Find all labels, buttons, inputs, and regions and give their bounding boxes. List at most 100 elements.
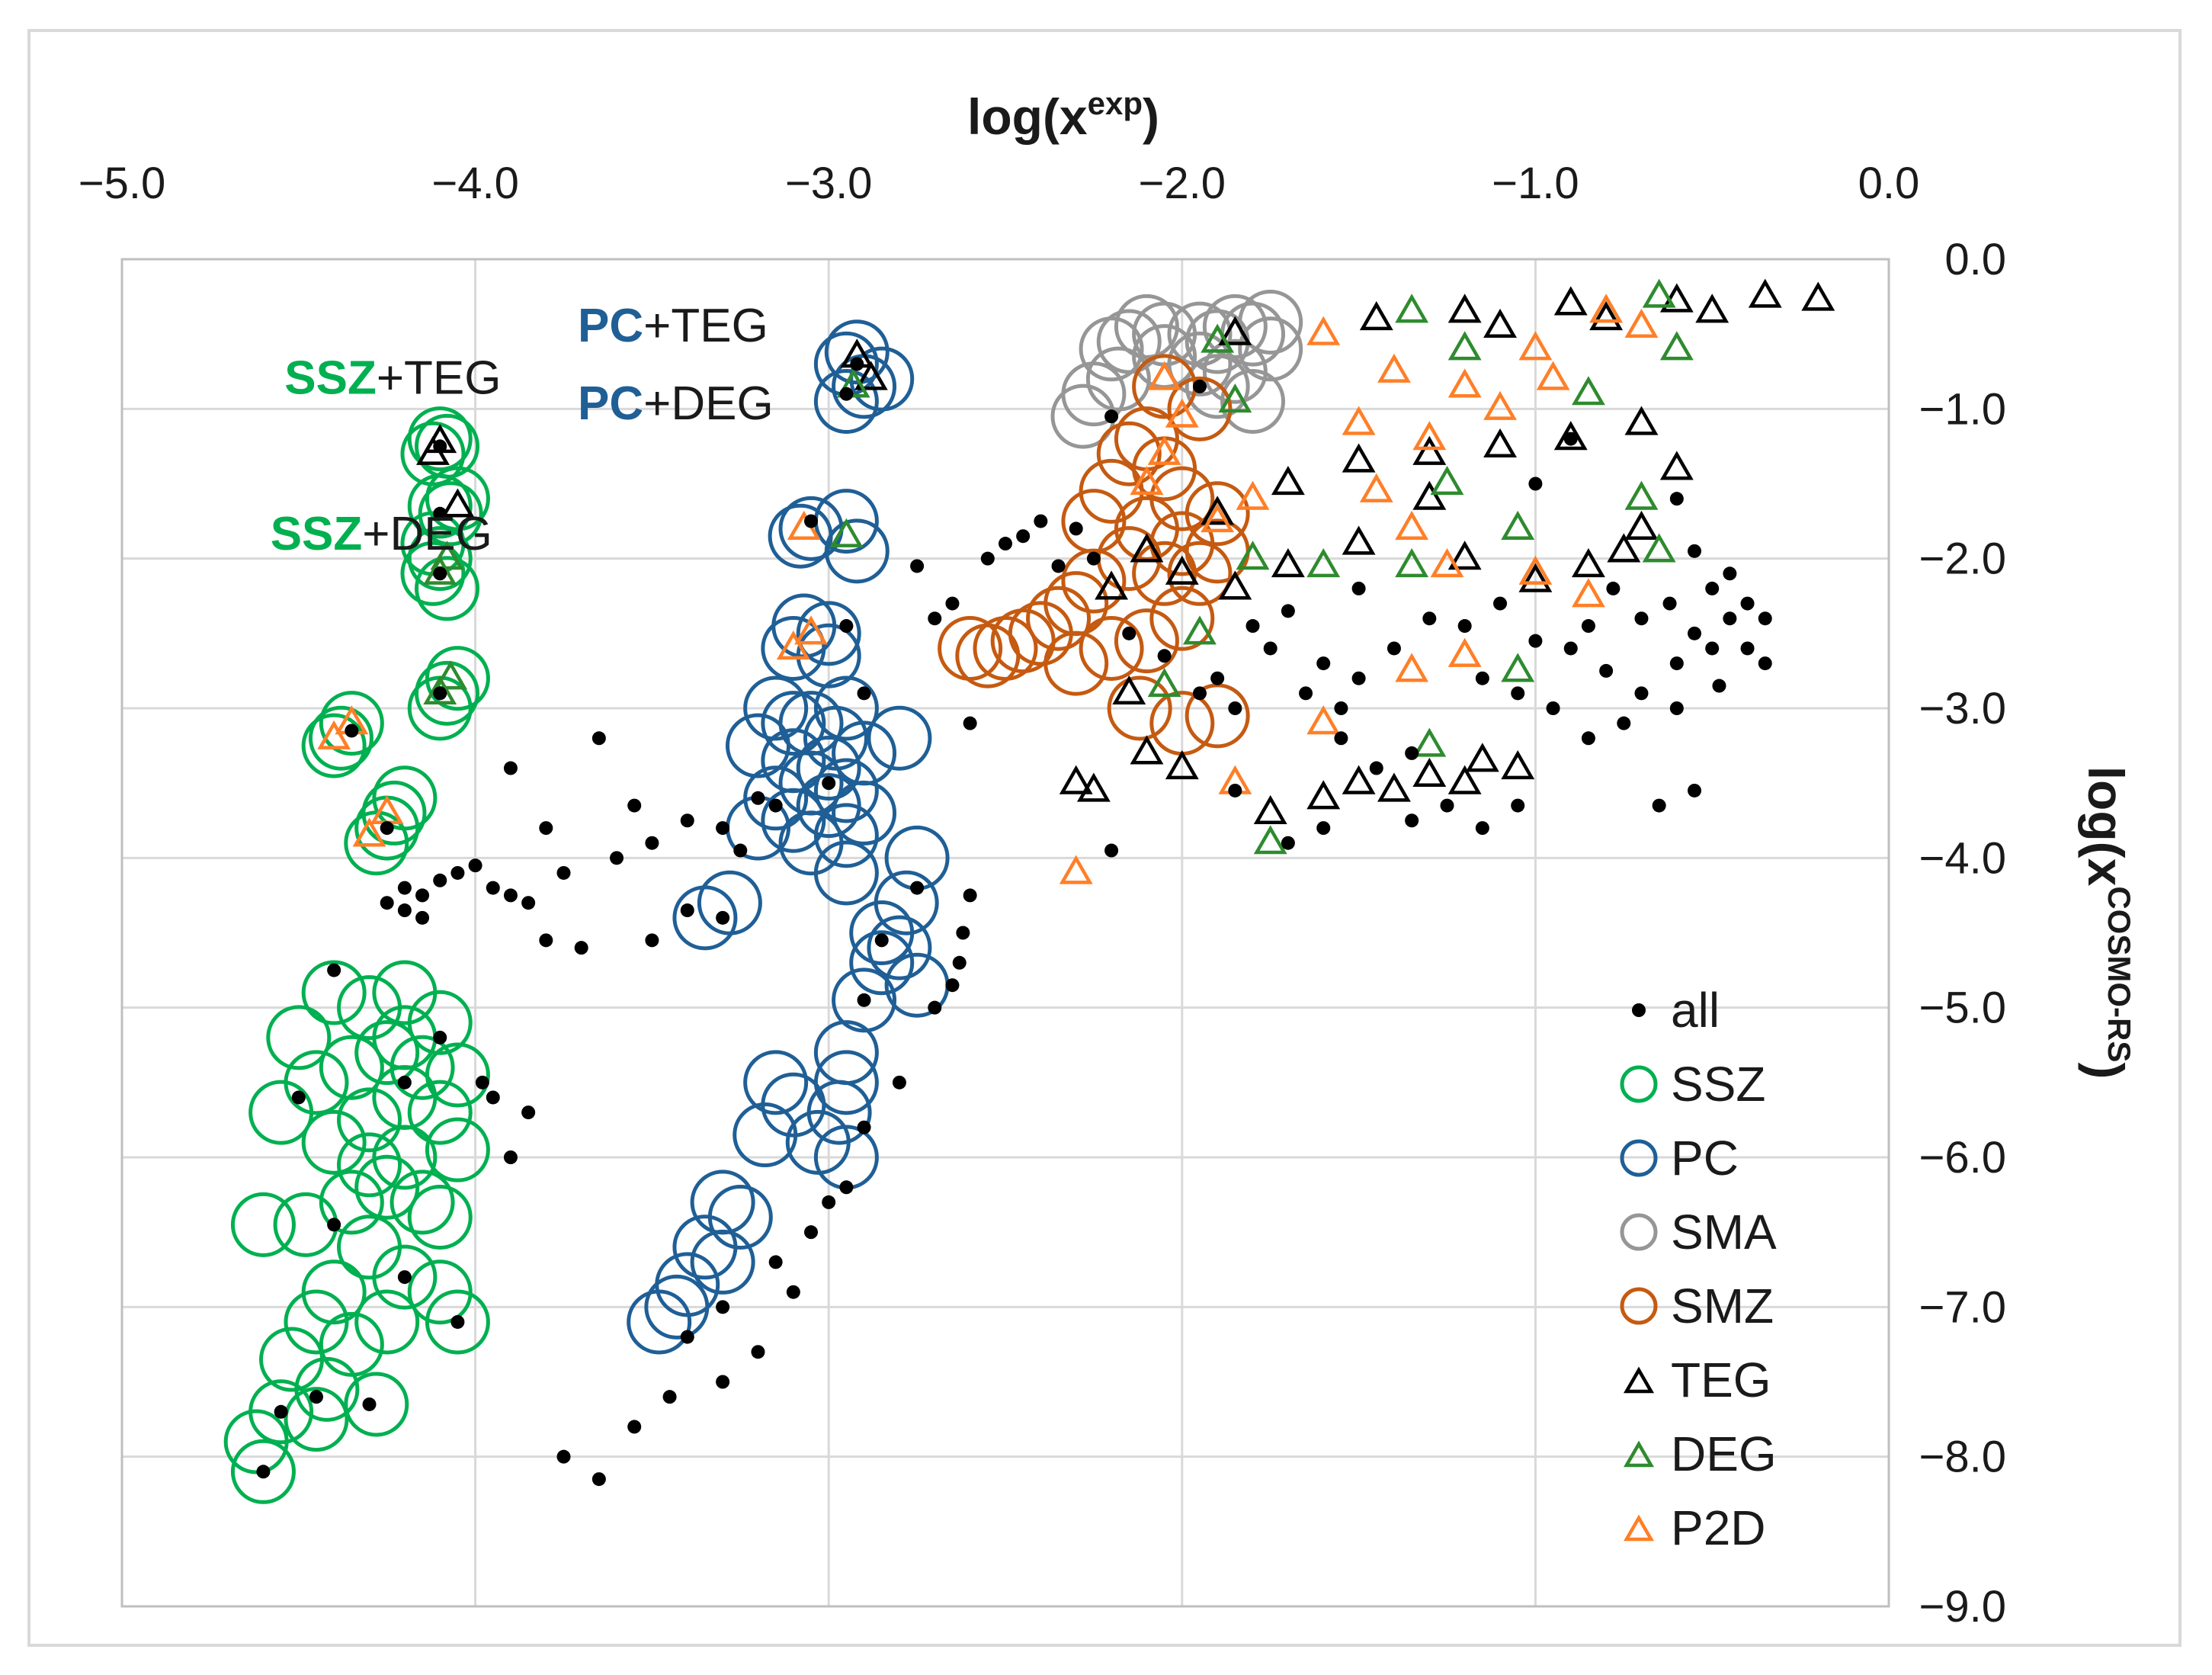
y-tick-label: −7.0 xyxy=(1919,1282,2007,1332)
ssz-point xyxy=(354,1154,420,1220)
all-point xyxy=(945,596,960,611)
deg-point xyxy=(1501,510,1535,540)
deg-point xyxy=(1395,547,1429,578)
ssz-point xyxy=(372,1125,438,1190)
pc-point xyxy=(832,967,897,1033)
all-point xyxy=(1475,671,1489,685)
all-point xyxy=(1705,581,1720,595)
p2d-point xyxy=(1483,390,1517,420)
all-point xyxy=(1051,559,1066,573)
deg-point xyxy=(423,555,457,585)
all-point xyxy=(645,933,659,948)
all-point xyxy=(1210,671,1225,685)
pc-point xyxy=(778,810,844,876)
pc-point xyxy=(824,518,890,584)
all-point xyxy=(956,926,970,940)
teg-point xyxy=(854,361,888,390)
ssz-point xyxy=(425,1117,490,1182)
teg-point xyxy=(1130,533,1164,563)
teg-point xyxy=(1624,510,1659,540)
ssz-point xyxy=(407,990,473,1055)
deg-point xyxy=(1306,547,1341,578)
legend-label: all xyxy=(1671,983,1720,1038)
all-point xyxy=(1457,619,1472,634)
ssz-point xyxy=(301,1109,367,1175)
all-point xyxy=(486,881,500,895)
annotation-compound: PC xyxy=(578,300,643,352)
annotation-label: SSZ+TEG xyxy=(284,352,501,405)
ssz-point xyxy=(400,541,466,606)
pc-point xyxy=(761,788,826,853)
teg-point xyxy=(1165,750,1199,780)
p2d-point xyxy=(1377,353,1411,383)
all-point xyxy=(1652,798,1666,813)
all-point xyxy=(475,1075,489,1089)
all-point xyxy=(309,1390,323,1404)
teg-point xyxy=(1359,301,1393,331)
pc-point xyxy=(849,346,915,412)
p2d-point xyxy=(1165,398,1199,428)
teg-point xyxy=(1695,294,1730,323)
smz-point xyxy=(1107,675,1172,741)
all-point xyxy=(1662,596,1677,611)
y-tick-label: −6.0 xyxy=(1919,1133,2007,1182)
deg-point xyxy=(1218,383,1252,413)
pc-point xyxy=(824,319,890,385)
series-sma xyxy=(1050,289,1303,449)
plot-area-border xyxy=(120,258,1890,1608)
ssz-point xyxy=(284,1387,349,1452)
all-point xyxy=(627,1420,642,1434)
pc-point xyxy=(743,765,809,831)
y-tick-label: −1.0 xyxy=(1919,384,2007,434)
all-point xyxy=(804,514,819,528)
p2d-point xyxy=(1059,855,1093,884)
all-point xyxy=(874,933,889,948)
pc-point xyxy=(813,758,879,823)
all-point xyxy=(433,439,447,454)
sma-point xyxy=(1079,316,1144,382)
ssz-point xyxy=(400,421,466,486)
all-point xyxy=(627,798,642,813)
p2d-point xyxy=(1201,503,1235,533)
all-point xyxy=(857,1120,871,1134)
all-point xyxy=(751,1345,765,1359)
legend: all SSZ PC SMA SMZ TEG DEG P2D xyxy=(1620,983,1777,1555)
ssz-point xyxy=(372,1244,438,1310)
ssz-point xyxy=(407,1259,473,1325)
x-tick-label: 0.0 xyxy=(1858,159,1920,208)
teg-point xyxy=(1412,480,1447,510)
all-point xyxy=(928,611,942,626)
p2d-point xyxy=(1130,465,1164,496)
legend-marker xyxy=(1632,1003,1646,1017)
p2d-point xyxy=(1624,308,1659,338)
all-point xyxy=(433,686,447,701)
ssz-point xyxy=(319,1311,384,1377)
legend-marker xyxy=(1623,1366,1655,1394)
all-point xyxy=(839,1180,854,1195)
annotation-solvent: +DEG xyxy=(362,508,492,560)
smz-point xyxy=(938,615,1003,681)
teg-point xyxy=(1130,735,1164,765)
teg-point xyxy=(1412,435,1447,465)
all-point xyxy=(963,888,977,903)
pc-point xyxy=(690,1229,755,1295)
smz-point xyxy=(1149,586,1215,651)
x-tick-label: −4.0 xyxy=(431,159,519,208)
all-point xyxy=(1263,641,1278,656)
annotation-label: SSZ+DEG xyxy=(271,508,492,560)
teg-point xyxy=(1483,308,1517,338)
teg-point xyxy=(1748,278,1782,308)
all-point xyxy=(1405,813,1419,828)
all-point xyxy=(733,843,748,858)
ssz-point xyxy=(230,1192,296,1257)
all-point xyxy=(1334,701,1348,715)
all-point xyxy=(910,559,925,573)
ssz-point xyxy=(407,1185,473,1250)
all-point xyxy=(1688,544,1702,558)
deg-point xyxy=(1501,653,1535,682)
all-point xyxy=(1086,551,1101,566)
all-point xyxy=(839,619,854,634)
all-point xyxy=(591,731,606,746)
all-point xyxy=(1528,634,1543,648)
